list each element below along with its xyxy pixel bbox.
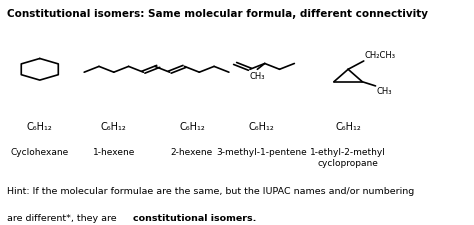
Text: CH₃: CH₃ [376,87,392,96]
Text: C₆H₁₂: C₆H₁₂ [101,122,127,133]
Text: are different*, they are: are different*, they are [7,214,119,223]
Text: C₆H₁₂: C₆H₁₂ [249,122,274,133]
Text: C₆H₁₂: C₆H₁₂ [335,122,361,133]
Text: C₆H₁₂: C₆H₁₂ [27,122,53,133]
Text: CH₃: CH₃ [250,72,265,81]
Text: Constitutional isomers: Same molecular formula, different connectivity: Constitutional isomers: Same molecular f… [7,9,428,19]
Text: C₆H₁₂: C₆H₁₂ [179,122,205,133]
Text: CH₂CH₃: CH₂CH₃ [365,51,396,60]
Text: 1-hexene: 1-hexene [92,148,135,157]
Text: constitutional isomers.: constitutional isomers. [133,214,256,223]
Text: 1-ethyl-2-methyl
cyclopropane: 1-ethyl-2-methyl cyclopropane [310,148,386,168]
Text: Cyclohexane: Cyclohexane [10,148,69,157]
Text: 2-hexene: 2-hexene [171,148,213,157]
Text: 3-methyl-1-pentene: 3-methyl-1-pentene [217,148,307,157]
Text: Hint: If the molecular formulae are the same, but the IUPAC names and/or numberi: Hint: If the molecular formulae are the … [7,187,414,196]
